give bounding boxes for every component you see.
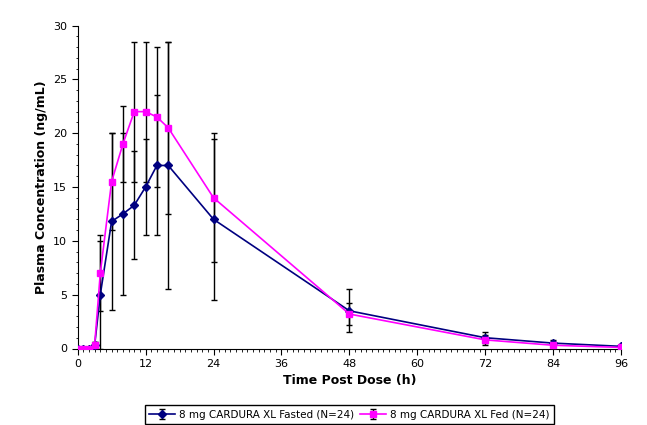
Y-axis label: Plasma Concentration (ng/mL): Plasma Concentration (ng/mL) <box>34 80 47 294</box>
X-axis label: Time Post Dose (h): Time Post Dose (h) <box>283 374 416 388</box>
Legend: 8 mg CARDURA XL Fasted (N=24), 8 mg CARDURA XL Fed (N=24): 8 mg CARDURA XL Fasted (N=24), 8 mg CARD… <box>145 405 554 424</box>
